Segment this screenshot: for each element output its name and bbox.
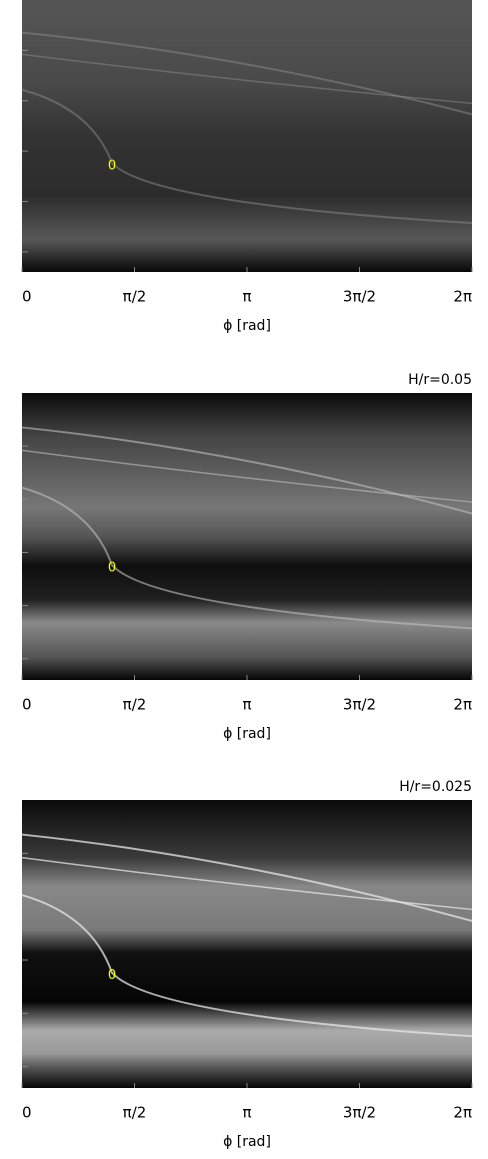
wake <box>21 449 473 503</box>
x-tick-label: 2π <box>453 288 472 306</box>
x-tick-label: 3π/2 <box>343 1104 376 1122</box>
x-tick-label: π <box>242 696 251 714</box>
x-tick-label: π/2 <box>123 1104 147 1122</box>
x-tick-label: 0 <box>22 288 32 306</box>
x-tick-label: 2π <box>453 696 472 714</box>
planet-marker: 0 <box>108 561 116 576</box>
wake <box>21 856 473 911</box>
planet-marker: 0 <box>108 158 116 173</box>
wake <box>21 426 473 515</box>
x-tick-label: π/2 <box>123 696 147 714</box>
wake <box>21 53 473 105</box>
x-tick-label: 2π <box>453 1104 472 1122</box>
panel-title: H/r=0.05 <box>408 372 472 388</box>
panel-title: H/r=0.025 <box>399 779 472 795</box>
x-tick-label: π/2 <box>123 288 147 306</box>
wake <box>21 833 473 922</box>
x-axis-label: ϕ [rad] <box>223 726 271 742</box>
x-tick-label: π <box>242 1104 251 1122</box>
x-tick-label: π <box>242 288 251 306</box>
wake <box>21 486 473 630</box>
x-tick-label: 3π/2 <box>343 696 376 714</box>
wake <box>21 88 473 225</box>
x-axis-label: ϕ [rad] <box>223 318 271 334</box>
x-tick-label: 0 <box>22 1104 32 1122</box>
x-tick-label: 0 <box>22 696 32 714</box>
wake <box>21 31 473 116</box>
planet-marker: 0 <box>108 968 116 983</box>
wake <box>21 894 473 1038</box>
x-axis-label: ϕ [rad] <box>223 1134 271 1150</box>
x-tick-label: 3π/2 <box>343 288 376 306</box>
